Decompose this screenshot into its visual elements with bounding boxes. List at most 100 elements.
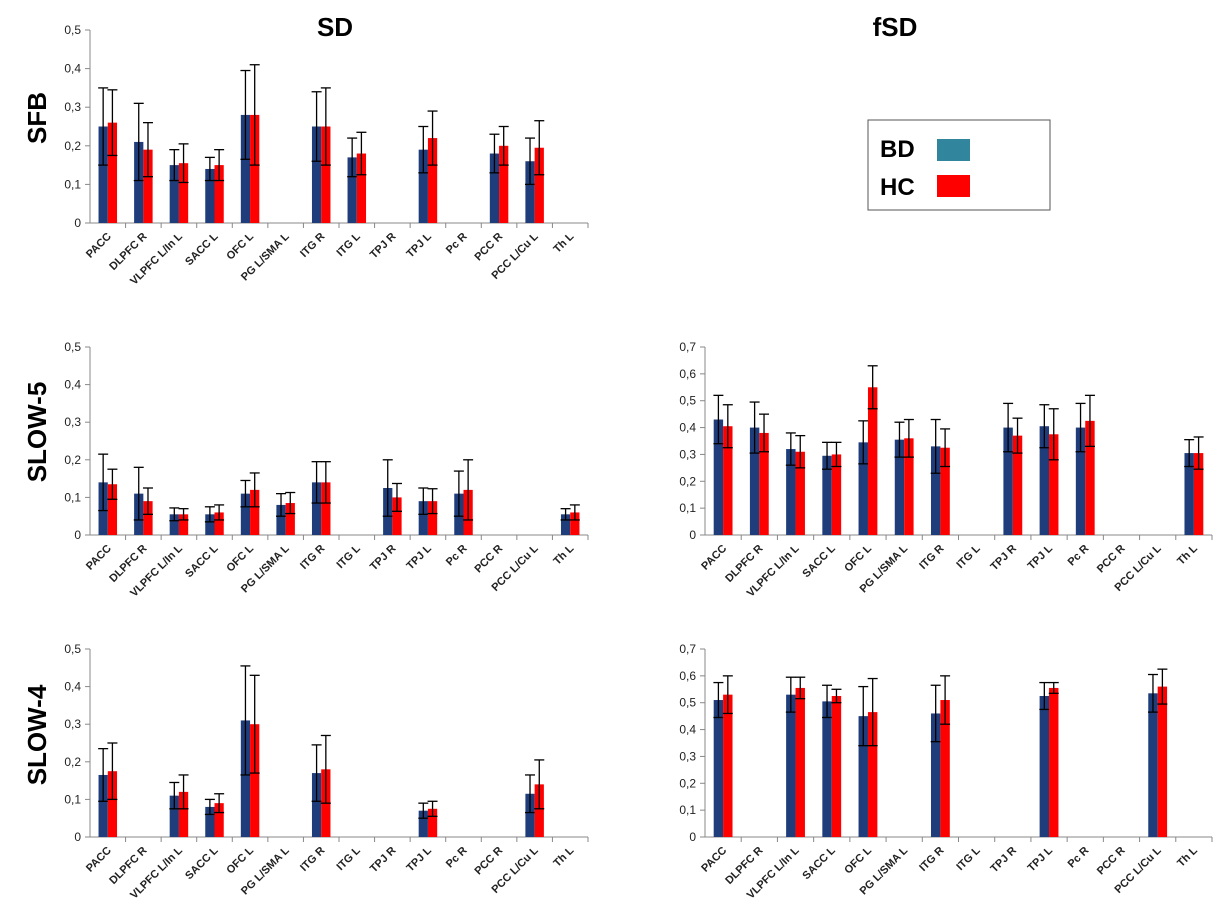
x-tick-label: OFC L: [842, 844, 874, 876]
bar-bd: [205, 168, 215, 223]
bar-hc: [534, 147, 544, 223]
y-tick-label: 0,3: [64, 717, 81, 731]
x-tick-label: SACC L: [183, 230, 221, 268]
x-tick-label: Pc R: [1066, 543, 1092, 569]
bar-hc: [1157, 686, 1168, 837]
x-tick-label: SACC L: [800, 542, 838, 580]
x-tick-label: Th L: [1175, 844, 1200, 869]
y-tick-label: 0,2: [679, 474, 696, 488]
bar-hc: [214, 803, 224, 837]
bar-bd: [240, 720, 251, 837]
bar-bd: [489, 153, 500, 223]
x-tick-label: PACC: [699, 543, 729, 573]
bar-hc: [1085, 420, 1095, 535]
bar-hc: [723, 694, 733, 837]
y-tick-label: 0,7: [679, 642, 696, 656]
y-tick-label: 0,5: [64, 642, 81, 656]
x-tick-label: Th L: [551, 844, 576, 869]
y-tick-label: 0,3: [64, 100, 81, 114]
bar-hc: [321, 482, 331, 535]
bar-bd: [418, 501, 428, 535]
bar-bd: [713, 700, 724, 837]
bar-hc: [1193, 453, 1204, 535]
bar-bd: [1003, 427, 1013, 535]
legend-label-hc: HC: [880, 174, 915, 201]
bar-bd: [858, 716, 868, 837]
y-tick-label: 0,5: [64, 23, 81, 37]
bar-bd: [98, 126, 108, 223]
bar-hc: [723, 426, 733, 535]
bar-hc: [427, 501, 438, 535]
bar-hc: [250, 489, 260, 535]
bar-bd: [169, 514, 179, 535]
bar-bd: [560, 514, 571, 535]
bar-bd: [786, 694, 796, 837]
y-tick-label: 0,1: [679, 501, 696, 515]
y-tick-label: 0,5: [64, 340, 81, 354]
bar-hc: [178, 163, 189, 223]
bar-bd: [1184, 453, 1194, 535]
y-tick-label: 0,2: [679, 776, 696, 790]
x-tick-label: ITG L: [954, 542, 983, 571]
x-tick-label: OFC L: [224, 844, 256, 876]
bar-hc: [107, 122, 118, 223]
bar-bd: [749, 427, 760, 535]
bar-hc: [321, 126, 331, 223]
x-tick-label: OFC L: [224, 230, 256, 262]
bar-bd: [98, 774, 108, 837]
bar-hc: [795, 451, 805, 535]
y-tick-label: 0,4: [679, 421, 696, 435]
bar-bd: [311, 482, 322, 535]
bar-hc: [285, 503, 295, 535]
bar-hc: [831, 454, 842, 535]
bar-hc: [178, 514, 189, 535]
bar-hc: [940, 700, 950, 837]
bar-bd: [713, 419, 724, 535]
x-tick-label: Pc R: [444, 543, 470, 569]
y-tick-label: 0,6: [679, 669, 696, 683]
x-tick-label: TPJ L: [1025, 844, 1055, 874]
legend: BD HC: [867, 119, 1051, 211]
y-tick-label: 0,1: [64, 177, 81, 191]
x-tick-label: PCC R: [473, 231, 506, 264]
bar-bd: [311, 126, 322, 223]
bar-hc: [1049, 687, 1059, 837]
legend-swatch-hc: [937, 175, 970, 197]
bar-bd: [169, 165, 179, 223]
x-tick-label: PACC: [84, 543, 114, 573]
bar-bd: [822, 701, 832, 837]
y-tick-label: 0,6: [679, 367, 696, 381]
row-title-sfb: SFB: [22, 92, 52, 144]
bar-bd: [240, 493, 251, 535]
y-tick-label: 0: [74, 528, 81, 542]
y-tick-label: 0,1: [64, 792, 81, 806]
y-tick-label: 0: [689, 830, 696, 844]
bar-hc: [534, 784, 544, 837]
x-tick-label: ITG L: [335, 542, 364, 571]
bar-bd: [1075, 427, 1086, 535]
bar-bd: [525, 793, 535, 837]
y-tick-label: 0,2: [64, 453, 81, 467]
x-tick-label: OFC L: [224, 542, 256, 574]
bar-hc: [759, 432, 769, 535]
x-tick-label: PACC: [699, 845, 729, 875]
x-tick-label: TPJ L: [1025, 542, 1055, 572]
x-tick-label: SACC L: [800, 844, 838, 882]
bar-bd: [134, 141, 144, 223]
bar-hc: [867, 387, 878, 535]
x-tick-label: TPJ L: [404, 844, 434, 874]
bar-hc: [250, 114, 260, 223]
x-tick-label: ITG L: [954, 844, 983, 873]
bar-hc: [250, 724, 260, 837]
bar-hc: [570, 512, 580, 535]
y-tick-label: 0,2: [64, 139, 81, 153]
bar-bd: [169, 795, 179, 837]
x-tick-label: PCC R: [1095, 845, 1128, 878]
bar-bd: [1039, 426, 1050, 535]
x-tick-label: Th L: [551, 230, 576, 255]
y-tick-label: 0,1: [679, 803, 696, 817]
x-tick-label: TPJ L: [404, 230, 434, 260]
